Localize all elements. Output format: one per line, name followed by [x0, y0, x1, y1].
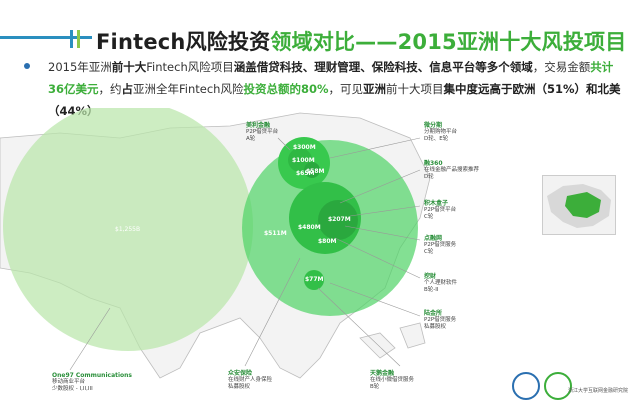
company-label-tiane: 天鹅金融 在线小微借贷服务 B轮 — [370, 370, 415, 390]
company-label-one97: One97 Communications 移动商业平台 少数股权 - I,II,II… — [52, 372, 133, 392]
page-title: Fintech风险投资领域对比——2015亚洲十大风投项目 — [96, 26, 626, 56]
bubble-label-207m: $207M — [328, 216, 351, 223]
university-logo-1 — [512, 372, 540, 400]
bubble-label-58m: $58M — [306, 168, 325, 175]
company-label-zhongan: 众安保险 在线财产人身保险 私募股权 — [228, 370, 273, 390]
company-label-lufax: 陆金所 P2P借贷服务 私募股权 — [424, 310, 457, 330]
university-logo-2 — [544, 372, 572, 400]
bubble-label-80m: $80M — [318, 238, 337, 245]
bubble-label-480m: $480M — [298, 224, 321, 231]
island-shape-1 — [359, 332, 396, 359]
company-label-weifenqi: 微分期 分期购物平台 D轮、E轮 — [424, 122, 458, 142]
inset-china-shape — [565, 192, 601, 218]
bubble-india — [3, 108, 253, 351]
inset-map — [542, 175, 616, 235]
title-bar: Fintech风险投资领域对比——2015亚洲十大风投项目 — [0, 14, 640, 66]
bubble-label-77m: $77M — [305, 276, 324, 283]
company-label-wacai: 挖财 个人理财软件 B轮-II — [424, 273, 458, 293]
asia-map-svg — [0, 108, 431, 379]
company-label-meili: 美利金融 P2P借贷平台 A轮 — [246, 122, 279, 142]
title-ticks — [70, 30, 84, 49]
company-label-rong360: 融360 在线金融产品搜索推荐 D轮 — [424, 160, 480, 180]
map-area: $1,255B $300M $100M $65M $58M $480M $207… — [0, 108, 640, 406]
footer-org: 浙江大学互联网金融研究院 — [567, 388, 628, 394]
bubble-upper-inner2 — [304, 162, 320, 178]
bubble-label-100m: $100M — [292, 157, 315, 164]
island-shape-2 — [399, 322, 426, 349]
bubble-lower — [304, 270, 324, 290]
title-green-part: 领域对比——2015亚洲十大风投项目 — [270, 30, 627, 54]
company-label-dianrong: 点融网 P2P借贷服务 C轮 — [424, 235, 457, 255]
bubble-label-511m: $511M — [264, 230, 287, 237]
bubble-label-65m: $65M — [296, 170, 315, 177]
connector-lines — [69, 137, 421, 371]
inset-map-svg — [547, 184, 611, 228]
bubble-center-inner — [318, 200, 358, 240]
summary-bullet: 2015年亚洲前十大Fintech风险项目涵盖借贷科技、理财管理、保险科技、信息… — [24, 56, 624, 122]
company-label-jimu: 积木盒子 P2P借贷平台 C轮 — [424, 200, 457, 220]
bubble-label-india: $1,255B — [115, 226, 141, 233]
title-accent-line — [0, 36, 92, 39]
title-dark-part: Fintech风险投资 — [96, 30, 271, 54]
bubble-label-300m: $300M — [293, 144, 316, 151]
summary-text: 2015年亚洲前十大Fintech风险项目涵盖借贷科技、理财管理、保险科技、信息… — [48, 60, 621, 118]
bullet-dot-icon — [24, 63, 30, 69]
